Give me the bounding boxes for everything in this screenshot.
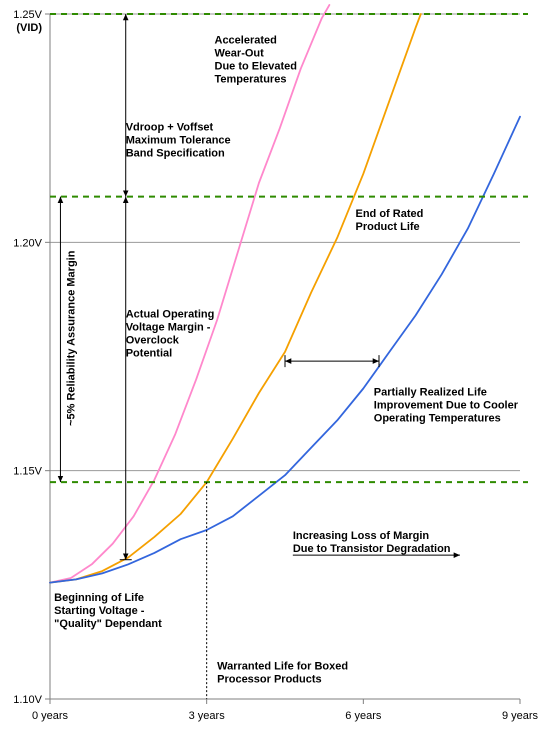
x-tick-label-0: 0 years (32, 710, 69, 722)
annotation-endlife-line-0: End of Rated (356, 208, 424, 220)
annotation-increasing: Increasing Loss of Margin Due to Transist… (293, 530, 451, 555)
annotation-beginning: Beginning of Life Starting Voltage -"Qual… (54, 592, 162, 630)
annotation-partial-line-1: Improvement Due to Cooler (374, 399, 519, 411)
annotation-partial-line-2: Operating Temperatures (374, 412, 501, 424)
annotation-margin-line-1: Voltage Margin - (126, 322, 211, 334)
annotation-partial-line-0: Partially Realized Life (374, 386, 487, 398)
annotation-wearout-line-1: Wear-Out (215, 48, 265, 60)
x-tick-label-3: 9 years (502, 710, 539, 722)
annotation-warranted-line-1: Processor Products (217, 673, 322, 685)
annotation-wearout: Accelerated Wear-Out Due to Elevated Temper… (215, 35, 298, 86)
annotation-increasing-line-1: Due to Transistor Degradation (293, 543, 451, 555)
annotation-increasing-line-0: Increasing Loss of Margin (293, 530, 430, 542)
annotation-wearout-line-3: Temperatures (215, 74, 287, 86)
annotation-warranted: Warranted Life for Boxed Processor Produc… (217, 660, 348, 685)
annotation-reliability-line-0: ~5% Reliability Assurance Margin (66, 250, 78, 426)
annotation-vdroop-line-2: Band Specification (126, 147, 225, 159)
annotation-endlife: End of Rated Product Life (356, 208, 424, 233)
y-tick-label-3: 1.25V (13, 9, 42, 21)
series-line-1 (49, 13, 422, 584)
annotation-vdroop: Vdroop + Voffset Maximum Tolerance Band Sp… (126, 121, 231, 159)
annotation-endlife-line-1: Product Life (356, 221, 420, 233)
annotation-warranted-line-0: Warranted Life for Boxed (217, 660, 348, 672)
series-line-2 (49, 115, 521, 584)
y-tick-label-0: 1.10V (13, 694, 42, 706)
annotation-reliability: ~5% Reliability Assurance Margin (66, 250, 78, 426)
series-line-0 (49, 4, 331, 584)
annotation-margin-line-3: Potential (126, 348, 172, 360)
annotation-vdroop-line-1: Maximum Tolerance (126, 134, 231, 146)
annotation-beginning-line-0: Beginning of Life (54, 592, 144, 604)
annotation-partial: Partially Realized Life Improvement Due t… (374, 386, 519, 424)
annotation-margin: Actual Operating Voltage Margin -Overcloc… (126, 309, 215, 360)
series-layer (49, 4, 521, 584)
annotation-margin-line-0: Actual Operating (126, 309, 215, 321)
reference-line-layer (50, 13, 528, 699)
annotation-wearout-line-2: Due to Elevated (215, 61, 298, 73)
x-tick-label-2: 6 years (345, 710, 382, 722)
y-tick-label-2: 1.20V (13, 237, 42, 249)
tick-label-layer: 0 years 3 years 6 years 9 years 1.10V 1.15V 1.… (13, 9, 538, 722)
arrow-layer (57, 14, 460, 561)
annotation-layer: Accelerated Wear-Out Due to Elevated Temper… (54, 35, 519, 686)
y-tick-label-1: 1.15V (13, 466, 42, 478)
annotation-margin-line-2: Overclock (126, 335, 180, 347)
y-top-sublabel: (VID) (16, 22, 42, 34)
annotation-beginning-line-2: "Quality" Dependant (54, 618, 162, 630)
annotation-beginning-line-1: Starting Voltage - (54, 605, 145, 617)
annotation-wearout-line-0: Accelerated (215, 35, 277, 47)
x-tick-label-1: 3 years (189, 710, 226, 722)
annotation-vdroop-line-0: Vdroop + Voffset (126, 121, 214, 133)
